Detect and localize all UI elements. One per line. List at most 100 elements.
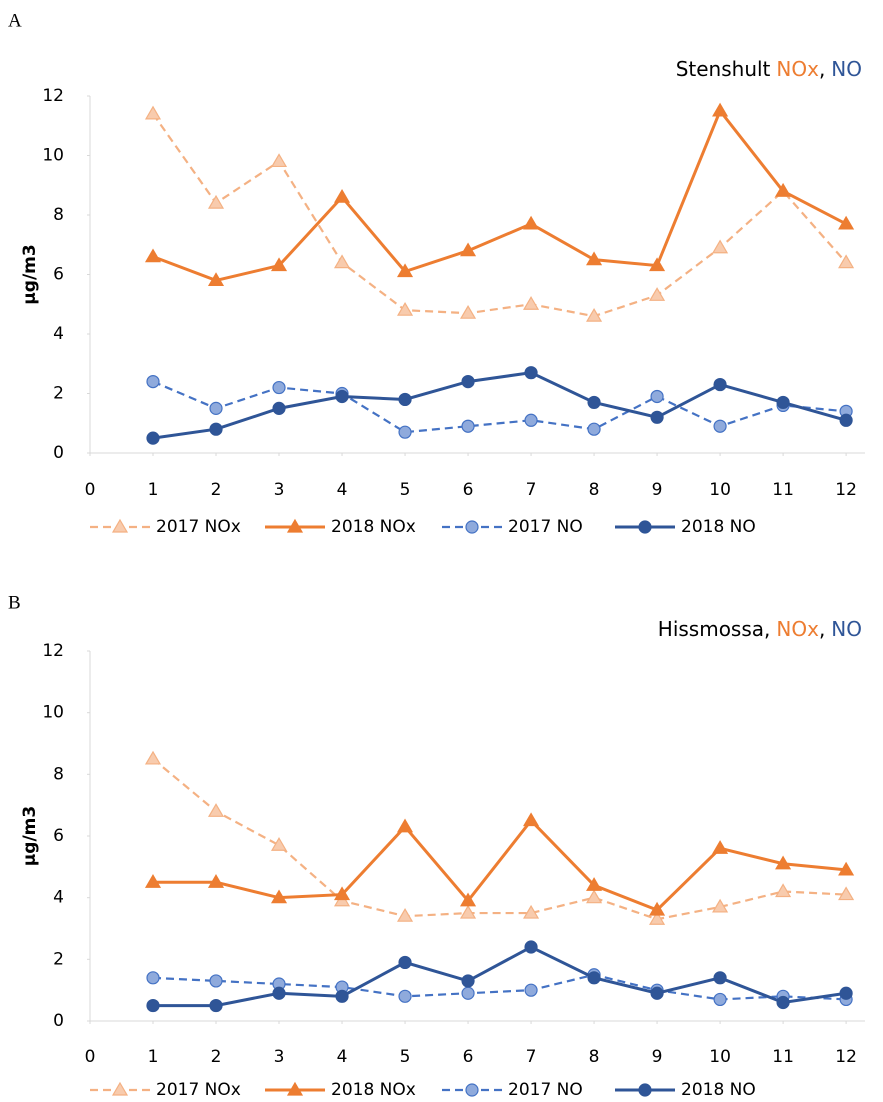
x-tick-label: 0 bbox=[85, 480, 96, 500]
marker bbox=[524, 940, 538, 954]
panel-label: A bbox=[8, 10, 22, 31]
marker bbox=[712, 840, 729, 854]
title-part: NO bbox=[831, 617, 862, 641]
marker bbox=[209, 401, 223, 415]
marker bbox=[649, 287, 666, 301]
marker bbox=[838, 886, 855, 901]
x-tick-label: 4 bbox=[337, 1047, 348, 1067]
x-tick-label: 8 bbox=[589, 480, 600, 500]
series-line bbox=[152, 380, 847, 434]
marker bbox=[272, 401, 286, 415]
y-tick-label: 2 bbox=[53, 949, 64, 969]
y-tick-label: 0 bbox=[53, 1011, 64, 1031]
marker bbox=[712, 102, 729, 117]
marker bbox=[586, 877, 603, 891]
title-part: Stenshult bbox=[676, 57, 771, 81]
x-tick-label: 5 bbox=[400, 480, 411, 500]
marker bbox=[270, 889, 288, 904]
marker bbox=[839, 413, 853, 427]
x-tick-label: 4 bbox=[337, 480, 348, 500]
x-tick-label: 11 bbox=[772, 480, 794, 500]
marker bbox=[270, 153, 288, 168]
marker bbox=[586, 251, 603, 266]
x-tick-label: 6 bbox=[463, 1047, 474, 1067]
x-tick-label: 2 bbox=[211, 480, 222, 500]
marker bbox=[335, 389, 349, 404]
y-tick-label: 4 bbox=[53, 324, 64, 344]
series-line bbox=[152, 107, 847, 283]
x-tick-label: 1 bbox=[148, 1047, 159, 1067]
marker bbox=[461, 419, 475, 433]
marker bbox=[838, 861, 855, 876]
marker bbox=[270, 837, 288, 851]
x-tick-label: 7 bbox=[526, 1047, 537, 1067]
x-tick-label: 11 bbox=[772, 1047, 794, 1067]
legend-label: 2017 NOx bbox=[156, 517, 241, 537]
marker bbox=[396, 818, 414, 833]
marker bbox=[335, 989, 349, 1003]
x-tick-label: 3 bbox=[274, 1047, 285, 1067]
marker bbox=[776, 395, 790, 410]
title-part: NO bbox=[831, 57, 862, 81]
legend-marker bbox=[638, 1083, 652, 1097]
marker bbox=[713, 377, 727, 392]
x-tick-label: 7 bbox=[526, 480, 537, 500]
marker bbox=[144, 105, 162, 120]
marker bbox=[649, 911, 666, 925]
y-tick-label: 12 bbox=[42, 641, 64, 661]
marker bbox=[586, 889, 603, 904]
legend-marker bbox=[111, 518, 129, 533]
marker bbox=[207, 803, 225, 817]
y-tick-label: 6 bbox=[53, 826, 64, 846]
legend-label: 2018 NO bbox=[681, 517, 756, 537]
marker bbox=[775, 883, 792, 898]
series-line bbox=[153, 818, 847, 912]
marker bbox=[460, 904, 477, 919]
legend-marker bbox=[465, 1083, 479, 1097]
title-part: Hissmossa, bbox=[658, 617, 771, 641]
y-tick-label: 2 bbox=[53, 384, 64, 404]
x-tick-label: 12 bbox=[835, 1047, 857, 1067]
x-tick-label: 3 bbox=[274, 480, 285, 500]
marker bbox=[270, 257, 288, 272]
y-tick-label: 4 bbox=[53, 888, 64, 908]
marker bbox=[523, 904, 540, 919]
marker bbox=[398, 425, 412, 439]
x-tick-label: 10 bbox=[709, 480, 731, 500]
y-tick-label: 0 bbox=[53, 443, 64, 463]
x-tick-label: 6 bbox=[463, 480, 474, 500]
marker bbox=[713, 419, 727, 433]
y-axis-label: µg/m3 bbox=[20, 244, 40, 304]
marker bbox=[207, 272, 225, 287]
marker bbox=[523, 296, 540, 310]
marker bbox=[775, 855, 792, 870]
marker bbox=[838, 215, 855, 230]
y-tick-label: 8 bbox=[53, 764, 64, 784]
chart-title: Hissmossa, NOx, NO bbox=[658, 617, 862, 641]
series-line bbox=[152, 113, 847, 318]
legend-label: 2017 NO bbox=[508, 1080, 583, 1100]
marker bbox=[524, 366, 538, 380]
marker bbox=[333, 886, 351, 901]
marker bbox=[523, 812, 540, 827]
x-tick-label: 9 bbox=[652, 1047, 663, 1067]
marker bbox=[398, 392, 412, 407]
marker bbox=[838, 254, 855, 269]
y-tick-label: 10 bbox=[42, 703, 64, 723]
marker bbox=[146, 375, 160, 389]
marker bbox=[146, 998, 160, 1013]
x-tick-label: 9 bbox=[652, 480, 663, 500]
x-tick-label: 1 bbox=[148, 480, 159, 500]
marker bbox=[649, 901, 666, 916]
marker bbox=[207, 874, 225, 888]
marker bbox=[209, 422, 223, 436]
marker bbox=[461, 974, 475, 988]
marker bbox=[713, 992, 727, 1007]
marker bbox=[776, 995, 790, 1010]
marker bbox=[209, 998, 223, 1013]
marker bbox=[713, 971, 727, 985]
legend-label: 2017 NO bbox=[508, 517, 583, 537]
marker bbox=[209, 974, 223, 988]
series-line bbox=[153, 945, 847, 1008]
